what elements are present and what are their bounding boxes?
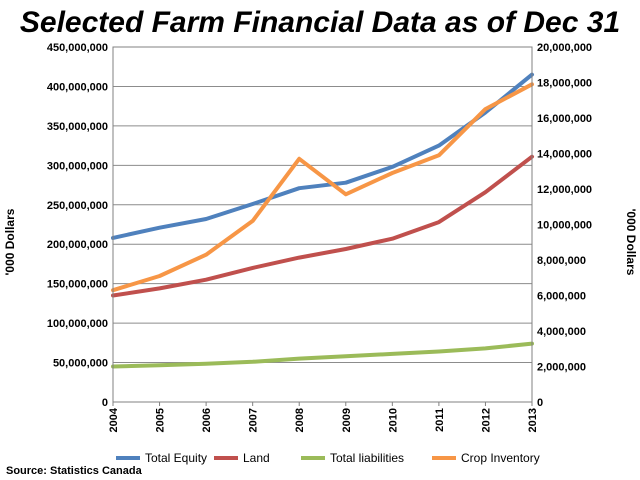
right-axis-label: '000 Dollars bbox=[624, 209, 638, 276]
right-axis-ticks: 0 2,000,000 4,000,000 6,000,000 8,000,000 10,… bbox=[537, 42, 592, 409]
right-tick-label: 10,000,000 bbox=[537, 220, 592, 232]
right-tick-label: 2,000,000 bbox=[537, 362, 586, 374]
right-tick-label: 16,000,000 bbox=[537, 113, 592, 125]
legend-item: Crop Inventory bbox=[432, 451, 540, 465]
left-tick-label: 450,000,000 bbox=[47, 42, 108, 54]
left-tick-label: 250,000,000 bbox=[47, 200, 108, 212]
left-tick-label: 350,000,000 bbox=[47, 121, 108, 133]
series-line-land bbox=[111, 154, 534, 298]
x-tick-label: 2004 bbox=[108, 407, 120, 432]
series-line-total-liabilities bbox=[111, 341, 534, 369]
left-tick-label: 50,000,000 bbox=[53, 358, 108, 370]
right-tick-label: 12,000,000 bbox=[537, 184, 592, 196]
legend-label: Crop Inventory bbox=[461, 451, 540, 465]
legend-label: Total Equity bbox=[145, 451, 207, 465]
right-tick-label: 4,000,000 bbox=[537, 326, 586, 338]
left-tick-label: 0 bbox=[102, 397, 108, 409]
x-axis-ticks: 2004 2005 2006 2007 2008 2009 2010 2011 2012 2013 bbox=[108, 402, 539, 432]
left-axis-label: '000 Dollars bbox=[3, 208, 17, 275]
x-tick-label: 2007 bbox=[248, 408, 260, 432]
left-tick-label: 400,000,000 bbox=[47, 81, 108, 93]
right-tick-label: 20,000,000 bbox=[537, 42, 592, 54]
right-tick-label: 6,000,000 bbox=[537, 291, 586, 303]
series-lines bbox=[111, 72, 534, 369]
series-line-crop-inventory bbox=[111, 82, 534, 293]
right-tick-label: 14,000,000 bbox=[537, 149, 592, 161]
plot-area-border bbox=[112, 46, 533, 403]
x-tick-label: 2013 bbox=[527, 408, 539, 432]
left-tick-label: 200,000,000 bbox=[47, 239, 108, 251]
legend-label: Total liabilities bbox=[330, 451, 404, 465]
chart-title: Selected Farm Financial Data as of Dec 3… bbox=[20, 6, 620, 39]
legend-label: Land bbox=[243, 451, 270, 465]
x-tick-label: 2012 bbox=[480, 408, 492, 432]
x-tick-label: 2010 bbox=[387, 408, 399, 432]
legend: Total Equity Land Total liabilities Crop In… bbox=[116, 451, 540, 465]
legend-item: Total liabilities bbox=[301, 451, 404, 465]
right-tick-label: 18,000,000 bbox=[537, 78, 592, 90]
left-tick-label: 150,000,000 bbox=[47, 279, 108, 291]
x-tick-label: 2006 bbox=[201, 408, 213, 432]
series-line-total-equity bbox=[111, 72, 534, 240]
x-tick-label: 2011 bbox=[434, 408, 446, 432]
source-note: Source: Statistics Canada bbox=[6, 465, 143, 477]
x-tick-label: 2005 bbox=[155, 408, 167, 432]
left-tick-label: 300,000,000 bbox=[47, 160, 108, 172]
legend-item: Land bbox=[214, 451, 270, 465]
right-tick-label: 0 bbox=[537, 397, 543, 409]
left-axis-ticks: 0 50,000,000 100,000,000 150,000,000 200,000… bbox=[47, 42, 108, 409]
x-tick-label: 2008 bbox=[294, 408, 306, 432]
right-tick-label: 8,000,000 bbox=[537, 255, 586, 267]
legend-item: Total Equity bbox=[116, 451, 207, 465]
left-tick-label: 100,000,000 bbox=[47, 318, 108, 330]
x-tick-label: 2009 bbox=[341, 408, 353, 432]
